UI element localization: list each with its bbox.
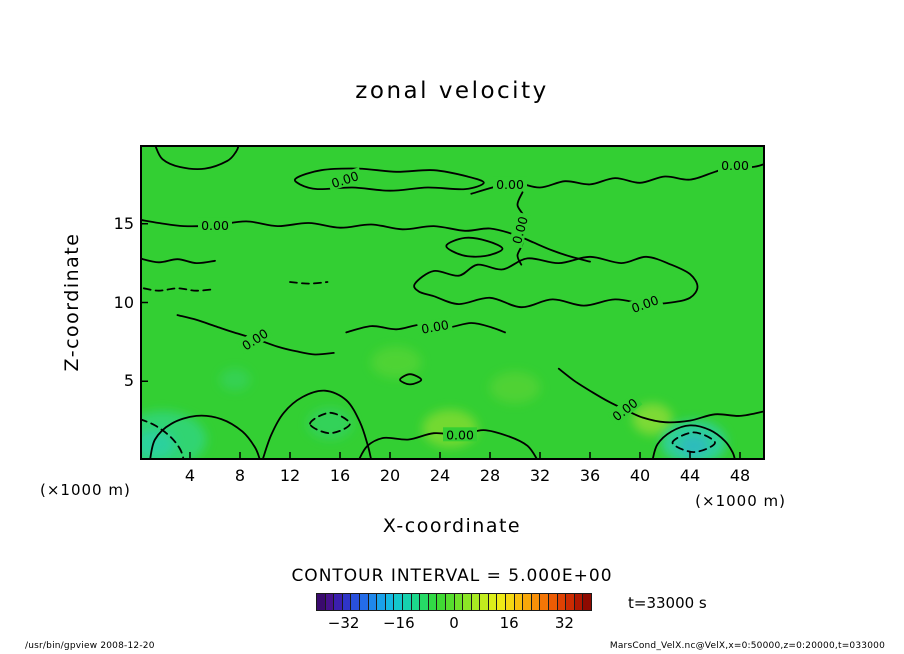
colorbar-cell — [471, 594, 480, 610]
z-tick-label: 15 — [113, 213, 134, 233]
colorbar-cell — [368, 594, 377, 610]
colorbar-tick-label: 32 — [554, 614, 574, 632]
contour-line — [651, 424, 736, 460]
colorbar-cell — [463, 594, 471, 610]
colorbar-cell — [488, 594, 497, 610]
contour-label: 0.00 — [508, 211, 531, 249]
x-axis-unit: (×1000 m) — [695, 492, 786, 510]
contour-label: 0.00 — [443, 427, 477, 442]
contour-line-dashed — [142, 287, 216, 292]
x-tick-label: 20 — [379, 466, 401, 485]
svg-text:0.00: 0.00 — [496, 177, 524, 192]
x-tick-label: 4 — [184, 466, 196, 485]
colorbar-cell — [454, 594, 463, 610]
x-tick-label: 24 — [429, 466, 451, 485]
contour-line — [140, 257, 216, 265]
x-tick-label: 32 — [529, 466, 551, 485]
colorbar-cell — [480, 594, 488, 610]
colorbar-cell — [325, 594, 334, 610]
colorbar-cell — [549, 594, 557, 610]
colorbar-cell — [540, 594, 549, 610]
x-tick-label: 40 — [629, 466, 651, 485]
field-color-patch — [140, 430, 175, 459]
colorbar-cell — [497, 594, 506, 610]
colorbar-cell — [574, 594, 583, 610]
colorbar-tick-label: −32 — [327, 614, 360, 632]
field-color-patch — [678, 434, 709, 457]
field-color-patch — [490, 371, 540, 404]
colorbar-cell — [531, 594, 540, 610]
contour-label: 0.00 — [718, 158, 752, 173]
x-tick-label: 36 — [579, 466, 601, 485]
contour-label: 0.00 — [198, 217, 232, 233]
x-tick-label: 16 — [329, 466, 351, 485]
contour-interval-note: CONTOUR INTERVAL = 5.000E+00 — [291, 566, 613, 586]
contour-label: 0.00 — [416, 316, 453, 337]
dataset-footer: MarsCond_VelX.nc@VelX,x=0:50000,z=0:2000… — [609, 641, 885, 651]
x-tick-label: 8 — [234, 466, 246, 485]
colorbar — [316, 593, 592, 611]
svg-text:0.00: 0.00 — [201, 218, 229, 233]
colorbar-cell — [342, 594, 351, 610]
plot-title: zonal velocity — [355, 78, 549, 104]
colorbar-cell — [317, 594, 325, 610]
contour-field-svg: 0.00 0.000.000.00 0.000.000.000.000.000.00 — [140, 145, 765, 460]
colorbar-cell — [523, 594, 531, 610]
time-annotation: t=33000 s — [628, 594, 707, 612]
contour-line — [149, 414, 261, 460]
plot-area: 0.00 0.00 0.00 0.00 0.00 0.00 0.00 0.00 0.00 0.00 — [140, 145, 765, 460]
svg-text:0.00: 0.00 — [420, 317, 450, 337]
field-color-patch — [220, 368, 250, 391]
colorbar-cell — [402, 594, 411, 610]
contour-line — [261, 389, 373, 460]
contour-line — [445, 236, 504, 258]
colorbar-cell — [445, 594, 454, 610]
x-tick-label: 48 — [729, 466, 751, 485]
z-tick-label: 10 — [113, 292, 134, 312]
contour-line — [154, 145, 240, 170]
colorbar-cell — [411, 594, 420, 610]
colorbar-cell — [437, 594, 445, 610]
contour-line-dashed — [140, 418, 185, 460]
colorbar-cell — [359, 594, 368, 610]
y-axis-label: Z-coordinate — [61, 232, 83, 372]
x-tick-label: 12 — [279, 466, 301, 485]
colorbar-cell — [583, 594, 591, 610]
colorbar-cell — [394, 594, 402, 610]
colorbar-cell — [385, 594, 394, 610]
contour-label: 0.00 — [493, 176, 527, 192]
colorbar-cell — [351, 594, 359, 610]
colorbar-cell — [506, 594, 514, 610]
contour-line-dashed — [309, 411, 351, 435]
field-color-patch — [632, 403, 673, 435]
axis-tick-marks — [140, 223, 741, 460]
colorbar-cell — [428, 594, 437, 610]
field-color-patch — [371, 346, 422, 379]
colorbar-cell — [377, 594, 385, 610]
y-axis-unit: (×1000 m) — [40, 481, 131, 499]
colorbar-cell — [566, 594, 574, 610]
contour-line — [557, 367, 765, 424]
svg-text:0.00: 0.00 — [509, 215, 531, 246]
colorbar-cell — [514, 594, 523, 610]
command-footer: /usr/bin/gpview 2008-12-20 — [25, 641, 155, 651]
svg-text:0.00: 0.00 — [446, 427, 474, 442]
colorbar-cell — [334, 594, 342, 610]
colorbar-cell — [557, 594, 566, 610]
contour-line — [413, 255, 699, 309]
x-axis-label: X-coordinate — [382, 515, 522, 537]
colorbar-tick-label: −16 — [382, 614, 415, 632]
x-tick-label: 28 — [479, 466, 501, 485]
z-tick-label: 5 — [123, 371, 134, 391]
colorbar-tick-label: 0 — [449, 614, 459, 632]
contour-line — [399, 373, 423, 386]
contour-line-dashed — [289, 281, 329, 285]
contour-line — [293, 167, 485, 192]
svg-text:0.00: 0.00 — [721, 158, 749, 173]
colorbar-cell — [420, 594, 428, 610]
contour-line-dashed — [671, 431, 716, 453]
x-tick-label: 44 — [679, 466, 701, 485]
colorbar-tick-label: 16 — [499, 614, 519, 632]
